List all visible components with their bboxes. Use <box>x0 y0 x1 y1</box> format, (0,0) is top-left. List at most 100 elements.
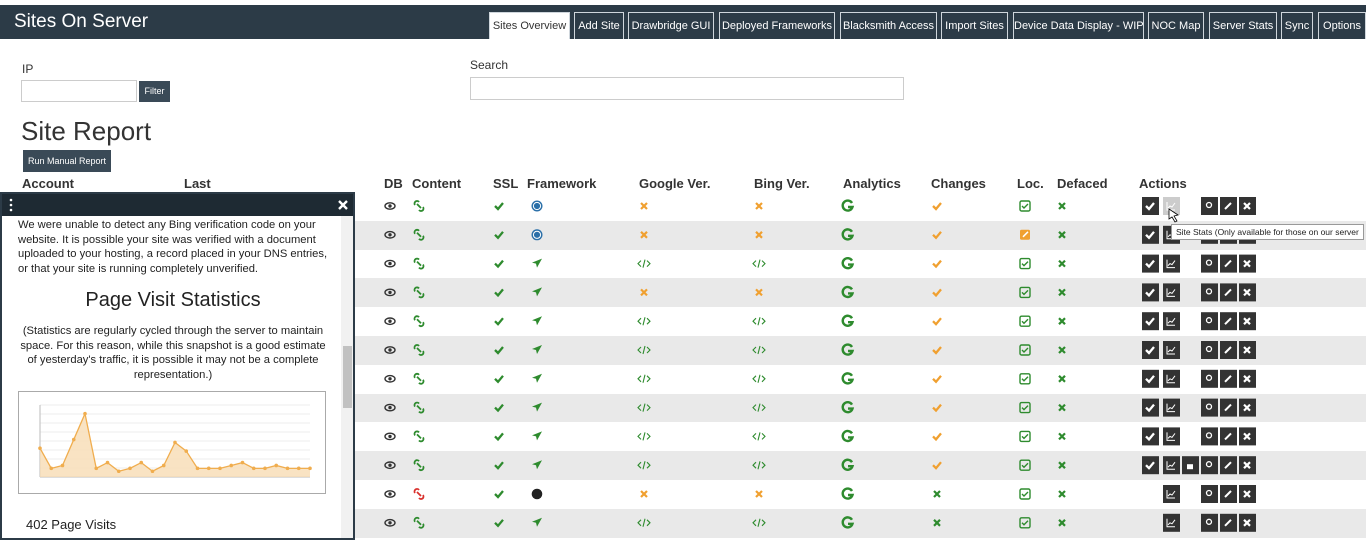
google-icon <box>841 429 855 443</box>
edit-glyph <box>1224 259 1232 268</box>
check-icon <box>494 432 504 442</box>
scrollbar-thumb[interactable] <box>343 346 352 408</box>
tab[interactable]: Drawbridge GUI <box>628 12 714 39</box>
action-button[interactable] <box>1163 369 1180 388</box>
visit-point <box>285 466 290 471</box>
eye-pupil <box>388 319 392 323</box>
action-button[interactable] <box>1163 312 1180 331</box>
stats-glyph <box>1166 317 1175 326</box>
tab[interactable]: NOC Map <box>1148 12 1204 39</box>
tab[interactable]: Server Stats <box>1209 12 1277 39</box>
ip-input[interactable] <box>21 80 137 102</box>
code-icon <box>637 461 651 470</box>
eye-pupil <box>388 233 392 237</box>
check-icon <box>932 461 942 470</box>
action-button[interactable] <box>1201 283 1218 302</box>
code-icon <box>637 259 651 268</box>
eye-icon <box>384 403 396 412</box>
eye-icon <box>384 202 396 210</box>
menu-dot[interactable] <box>9 203 13 207</box>
menu-dot[interactable] <box>9 208 13 212</box>
action-button[interactable] <box>1163 341 1180 359</box>
tab[interactable]: Deployed Frameworks <box>719 12 835 39</box>
checkbox-icon <box>1019 286 1031 299</box>
cross-icon <box>1058 403 1066 412</box>
stats-glyph <box>1166 432 1175 441</box>
run-report-button[interactable]: Run Manual Report <box>23 150 111 172</box>
pin-glyph <box>1205 403 1213 410</box>
cross-icon <box>640 231 648 239</box>
action-button[interactable] <box>1201 312 1218 331</box>
check-icon <box>1145 375 1155 384</box>
visit-point <box>60 463 65 468</box>
stats-note: (Statistics are regularly cycled through… <box>20 325 326 381</box>
visit-point <box>296 466 301 471</box>
action-button[interactable] <box>1163 398 1180 417</box>
eye-icon <box>384 518 396 527</box>
search-input[interactable] <box>470 77 904 100</box>
tab[interactable]: Blacksmith Access <box>840 12 937 39</box>
visit-point <box>94 466 99 471</box>
check-icon <box>932 288 942 298</box>
code-icon <box>752 374 766 383</box>
tab[interactable]: Device Data Display - WIP <box>1013 12 1144 39</box>
cross-icon <box>1058 432 1066 441</box>
cross-icon <box>1243 288 1251 297</box>
action-button[interactable] <box>1163 513 1180 532</box>
eye-icon <box>384 317 396 326</box>
action-button[interactable] <box>1201 254 1218 273</box>
cross-icon <box>1058 346 1066 354</box>
action-button[interactable] <box>1201 398 1218 417</box>
cross-icon <box>755 231 763 239</box>
visit-point <box>173 440 177 445</box>
column-header: DB <box>384 176 403 191</box>
visit-point <box>229 463 234 468</box>
code-icon <box>752 259 766 268</box>
check-icon <box>1145 288 1155 298</box>
action-button[interactable] <box>1201 369 1218 388</box>
stats-glyph <box>1166 288 1175 297</box>
cross-icon <box>640 490 648 498</box>
action-button[interactable] <box>1201 485 1218 503</box>
edit-glyph <box>1224 490 1232 498</box>
cross-icon <box>1058 375 1066 383</box>
menu-dot[interactable] <box>9 198 13 202</box>
eye-pupil <box>388 463 392 467</box>
action-button[interactable] <box>1201 341 1218 359</box>
action-button[interactable] <box>1163 283 1180 302</box>
link-icon <box>413 200 425 212</box>
edit-glyph <box>1224 461 1232 469</box>
action-button[interactable] <box>1201 513 1218 532</box>
filter-button[interactable]: Filter <box>139 81 170 102</box>
tab[interactable]: Sync <box>1281 12 1313 39</box>
ip-label: IP <box>22 62 34 76</box>
eye-pupil <box>388 290 392 295</box>
lock-glyph <box>1187 464 1193 470</box>
action-button[interactable] <box>1201 427 1218 446</box>
check-icon <box>494 288 504 298</box>
edit-glyph <box>1224 202 1232 210</box>
tab[interactable]: Add Site <box>574 12 624 39</box>
pin-glyph <box>1205 259 1213 266</box>
visit-point <box>150 469 155 474</box>
visit-point <box>139 460 144 465</box>
close-button[interactable] <box>338 200 348 210</box>
action-button[interactable] <box>1201 456 1218 475</box>
action-button[interactable] <box>1163 485 1180 503</box>
cross-icon <box>1243 202 1251 210</box>
cross-icon <box>640 288 648 297</box>
action-button[interactable] <box>1163 254 1180 273</box>
link-icon <box>413 401 425 414</box>
cross-icon <box>1243 490 1251 498</box>
search-label: Search <box>470 58 509 72</box>
check-icon <box>1145 317 1155 326</box>
tab[interactable]: Sites Overview <box>489 12 570 39</box>
column-header: Framework <box>527 176 597 191</box>
eye-pupil <box>388 261 392 266</box>
action-button[interactable] <box>1163 456 1180 475</box>
action-button[interactable] <box>1163 427 1180 446</box>
tab[interactable]: Import Sites <box>941 12 1008 39</box>
visit-point <box>49 466 54 471</box>
column-header: SSL <box>493 176 519 191</box>
action-button[interactable] <box>1201 197 1218 215</box>
